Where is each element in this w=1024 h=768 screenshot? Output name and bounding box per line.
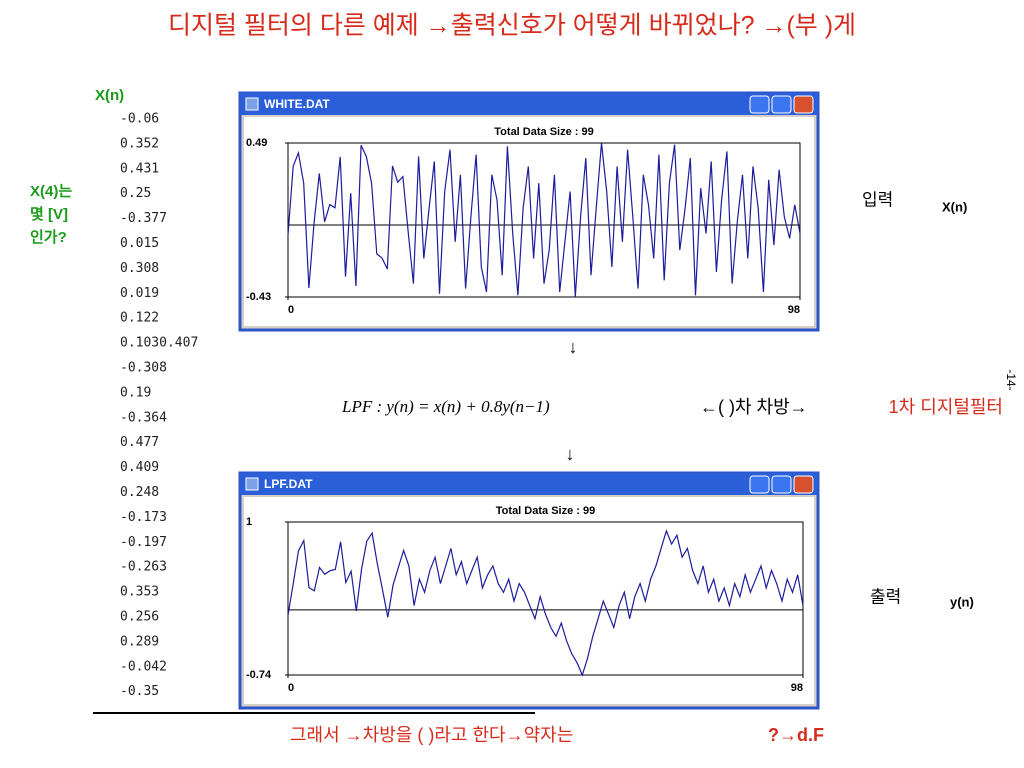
x-tick-label: 0 <box>288 682 294 694</box>
xn-value: 0.352 <box>120 136 159 151</box>
chart-subtitle: Total Data Size : 99 <box>494 126 593 138</box>
window-button[interactable] <box>793 475 814 494</box>
xn-value: 0.122 <box>120 311 159 326</box>
title-bar <box>240 93 818 115</box>
window-button[interactable] <box>771 475 792 494</box>
xn-value: 0.409 <box>120 460 159 475</box>
arrow-down: ↓ <box>569 337 578 357</box>
y-tick-label: 0.49 <box>246 137 267 149</box>
data-line <box>287 528 804 677</box>
xn-value: 0.289 <box>120 634 159 649</box>
xn-value: 0.015 <box>120 236 159 251</box>
xn-value: -0.35 <box>120 684 159 699</box>
xn-value: -0.364 <box>120 410 167 425</box>
xn-value: 0.248 <box>120 485 159 500</box>
xn-value: 0.25 <box>120 186 151 201</box>
xn-value: 0.308 <box>120 261 159 276</box>
window-button[interactable] <box>749 95 770 114</box>
bottom-note: 그래서 →차방을 ( )라고 한다→약자는 <box>290 725 573 745</box>
data-line <box>287 142 801 298</box>
xn-value: 0.019 <box>120 286 159 301</box>
window-title: LPF.DAT <box>264 477 313 491</box>
chart-window: LPF.DAT Total Data Size : 99 -0.74 1 0 98 <box>238 471 820 710</box>
xn-header: X(n) <box>95 87 124 104</box>
window-icon <box>245 477 259 491</box>
chart-subtitle: Total Data Size : 99 <box>496 505 595 517</box>
xn-value: -0.042 <box>120 659 167 674</box>
question-line: 인가? <box>30 228 67 246</box>
x-tick-label: 0 <box>288 304 294 316</box>
arrow-down: ↓ <box>566 444 575 464</box>
xn-value: 0.477 <box>120 435 159 450</box>
equation: LPF : y(n) = x(n) + 0.8y(n−1) <box>341 397 550 416</box>
slide-title: 디지털 필터의 다른 예제 →출력신호가 어떻게 바뀌었나? →(부 )게 <box>168 12 856 40</box>
xn-value: -0.06 <box>120 112 159 127</box>
title-bar <box>240 473 818 495</box>
xn-value: -0.197 <box>120 535 167 550</box>
output-symbol: y(n) <box>950 594 974 609</box>
question-line: 몇 [V] <box>30 205 68 223</box>
xn-value: -0.377 <box>120 211 167 226</box>
order-note: ←( )차 차방→ <box>700 397 808 417</box>
window-title: WHITE.DAT <box>264 97 330 111</box>
y-tick-label: -0.74 <box>246 669 272 681</box>
xn-value: -0.173 <box>120 510 167 525</box>
input-symbol: X(n) <box>942 199 967 214</box>
y-tick-label: -0.43 <box>246 291 271 303</box>
y-tick-label: 1 <box>246 516 252 528</box>
plot-area <box>287 142 801 298</box>
chart-window: WHITE.DAT Total Data Size : 99 -0.43 0.49 0 9… <box>238 91 820 332</box>
xn-value: 0.1030.407 <box>120 336 198 351</box>
xn-value: -0.263 <box>120 560 167 575</box>
xn-value: 0.19 <box>120 385 151 400</box>
xn-list: -0.06 0.352 0.431 0.25 -0.377 0.015 0.308 0.019… <box>120 112 198 700</box>
xn-value: -0.308 <box>120 361 167 376</box>
x-tick-label: 98 <box>788 304 800 316</box>
window-button[interactable] <box>793 95 814 114</box>
window-button[interactable] <box>771 95 792 114</box>
window-button[interactable] <box>749 475 770 494</box>
question-line: X(4)는 <box>30 183 72 200</box>
xn-value: 0.256 <box>120 610 159 625</box>
output-label: 출력 <box>870 587 901 606</box>
page-number: -14- <box>1004 369 1018 390</box>
xn-value: 0.431 <box>120 161 159 176</box>
input-label: 입력 <box>862 190 893 209</box>
bottom-answer: ?→d.F <box>768 725 824 745</box>
order-answer: 1차 디지털필터 <box>889 397 1003 417</box>
window-icon <box>245 97 259 111</box>
x-tick-label: 98 <box>791 682 803 694</box>
xn-value: 0.353 <box>120 585 159 600</box>
plot-area <box>287 521 804 676</box>
